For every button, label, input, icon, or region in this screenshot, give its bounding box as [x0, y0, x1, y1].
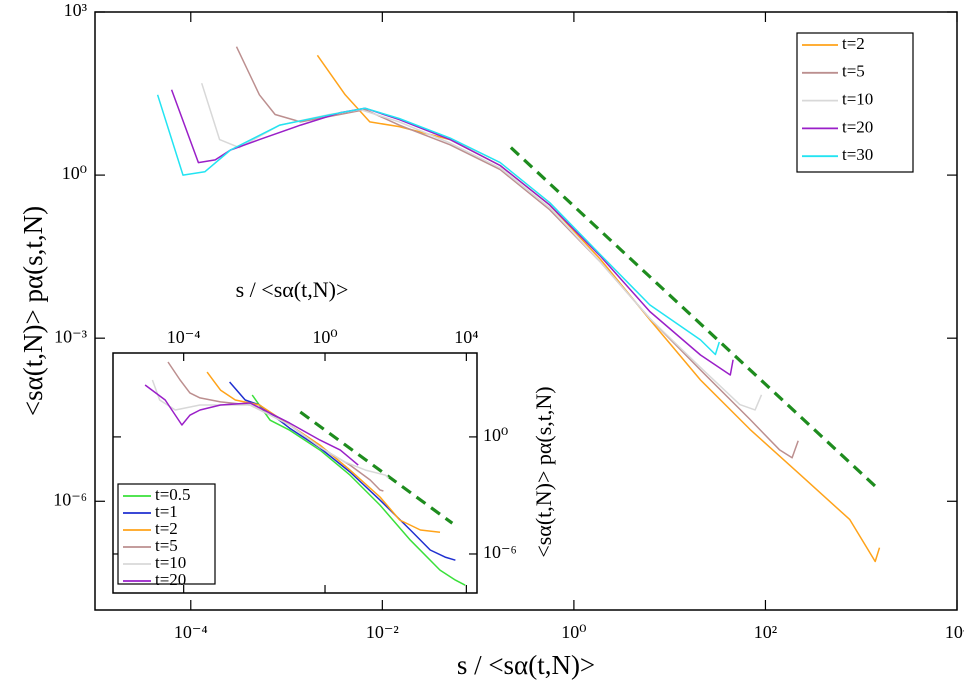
- y-axis-label: <sα(t,N)> pα(s,t,N): [18, 206, 48, 416]
- legend: t=2 t=5 t=10 t=20 t=30: [796, 32, 914, 173]
- y-axis-label: <sα(t,N)> pα(s,t,N): [531, 386, 556, 557]
- legend-label: t=1: [155, 502, 178, 521]
- series-line: [156, 94, 721, 356]
- legend-label: t=20: [842, 117, 873, 136]
- legend: t=0.5t=1t=2t=5t=10t=20: [117, 483, 216, 589]
- legend-label: t=2: [155, 519, 178, 538]
- legend-label: t=10: [842, 90, 873, 109]
- x-tick-label: 10⁻⁴: [167, 327, 201, 347]
- legend-label: t=5: [155, 536, 178, 555]
- legend-label: t=30: [842, 145, 873, 164]
- inset-chart: 10⁻⁴ 10⁰ 10⁴ 10⁻⁶ 10⁰ s / <sα(t,N)> <sα(t,N)> …: [112, 277, 556, 594]
- y-tick-label: 10⁻⁶: [53, 489, 87, 509]
- series-line: [206, 371, 441, 533]
- legend-label: t=10: [155, 553, 186, 572]
- series-line: [316, 54, 881, 563]
- y-tick-label: 10³: [64, 0, 88, 20]
- legend-label: t=0.5: [155, 485, 191, 504]
- x-tick-label: 10⁻²: [366, 622, 399, 642]
- series-line: [170, 89, 734, 376]
- x-tick-label: 10⁰: [312, 327, 337, 347]
- guide-line: [299, 410, 454, 525]
- x-tick-label: 10⁴: [945, 622, 964, 642]
- series-line: [251, 394, 466, 586]
- x-tick-label: 10²: [754, 622, 777, 642]
- x-tick-label: 10⁰: [561, 622, 586, 642]
- legend-label: t=2: [842, 34, 865, 53]
- legend-label: t=20: [155, 570, 186, 589]
- x-tick-label: 10⁻⁴: [174, 622, 208, 642]
- y-tick-label: 10⁰: [483, 425, 508, 445]
- series-line: [200, 82, 763, 411]
- guide-line: [509, 146, 881, 492]
- legend-box: [117, 483, 216, 585]
- y-tick-label: 10⁻⁶: [483, 542, 517, 562]
- legend-box: [796, 32, 914, 173]
- series-line: [235, 46, 799, 459]
- x-axis-label: s / <sα(t,N)>: [236, 277, 349, 302]
- y-tick-label: 10⁰: [62, 163, 87, 183]
- x-axis-label: s / <sα(t,N)>: [457, 650, 595, 680]
- legend-label: t=5: [842, 62, 865, 81]
- series-line: [144, 384, 359, 466]
- y-tick-label: 10⁻³: [54, 326, 88, 346]
- x-tick-label: 10⁴: [454, 327, 478, 347]
